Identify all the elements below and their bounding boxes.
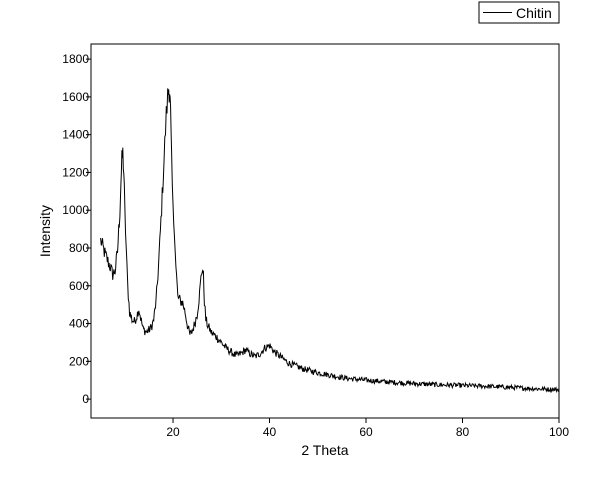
- x-tick-label: 80: [456, 425, 470, 439]
- y-tick-label: 800: [69, 241, 89, 255]
- x-tick-label: 100: [549, 425, 569, 439]
- y-tick-label: 600: [69, 279, 89, 293]
- x-tick-label: 20: [166, 425, 180, 439]
- y-tick-label: 0: [82, 392, 89, 406]
- legend-box: [478, 1, 560, 24]
- y-tick-label: 400: [69, 317, 89, 331]
- x-axis: 20 40 60 80 100: [166, 418, 569, 439]
- y-tick-label: 1200: [62, 165, 89, 179]
- x-tick-label: 40: [263, 425, 277, 439]
- legend: Chitin: [478, 1, 560, 24]
- x-tick-label: 60: [359, 425, 373, 439]
- y-tick-label: 1800: [62, 52, 89, 66]
- legend-label-chitin: Chitin: [516, 5, 552, 21]
- x-axis-title: 2 Theta: [301, 442, 348, 458]
- y-axis: 0 200 400 600 800 1000 1200 1400 1600 1800: [62, 52, 91, 406]
- plot-frame: [90, 43, 560, 419]
- y-tick-label: 200: [69, 354, 89, 368]
- y-tick-label: 1400: [62, 128, 89, 142]
- series-line-chitin: [100, 88, 560, 394]
- y-tick-label: 1600: [62, 90, 89, 104]
- y-axis-title: Intensity: [37, 205, 53, 257]
- y-tick-label: 1000: [62, 203, 89, 217]
